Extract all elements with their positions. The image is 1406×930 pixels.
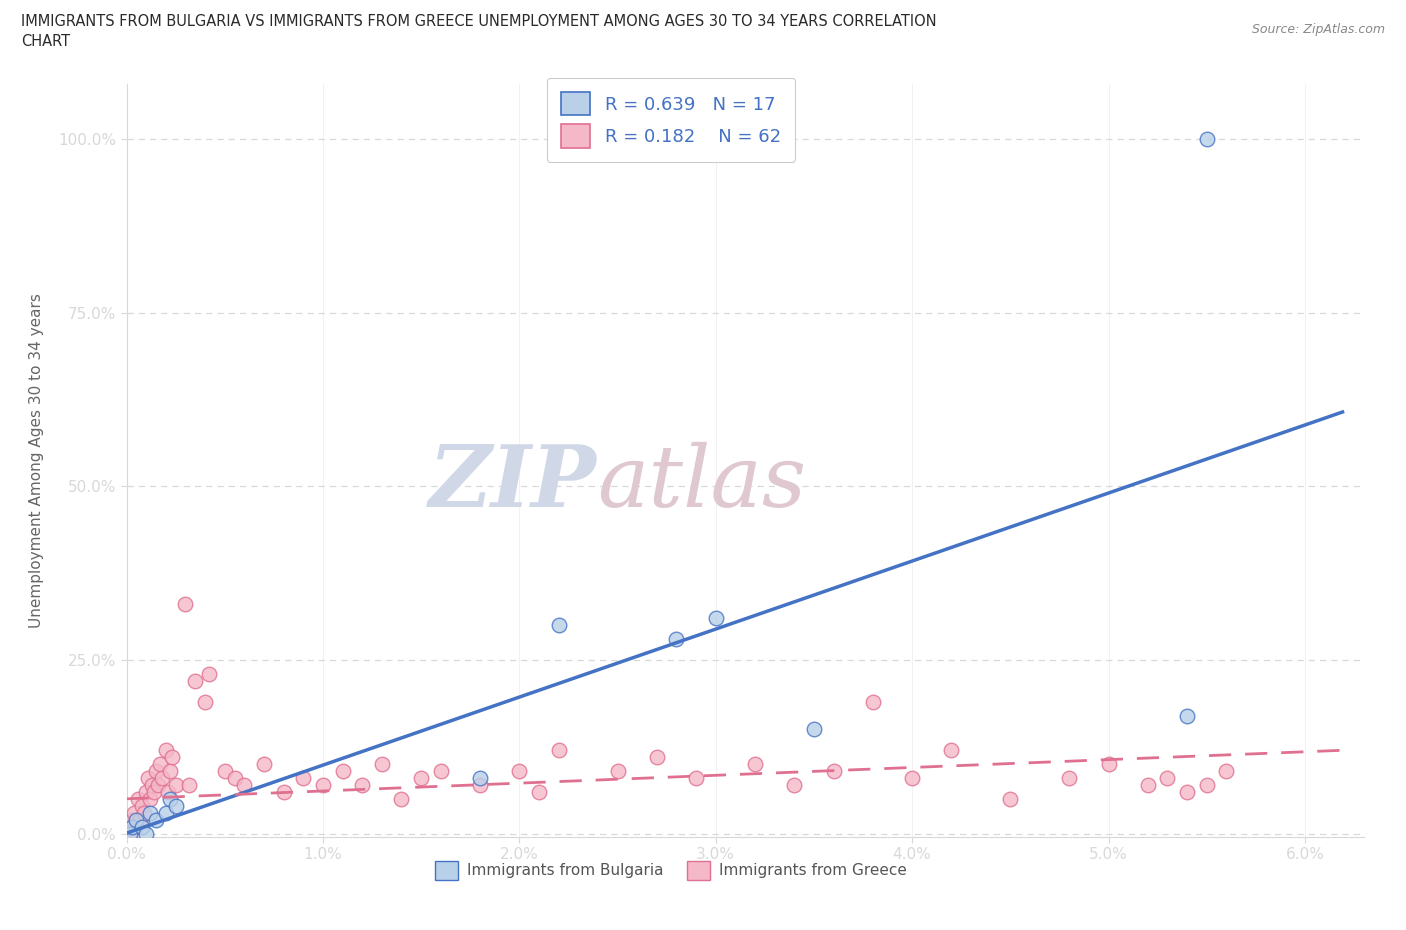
- Point: [129, 812, 152, 827]
- Point: [135, 826, 157, 841]
- Point: [139, 805, 162, 820]
- Point: [1195, 777, 1218, 792]
- Point: [862, 694, 884, 709]
- Point: [139, 791, 162, 806]
- Point: [145, 764, 167, 778]
- Point: [1175, 708, 1198, 723]
- Point: [1097, 757, 1119, 772]
- Point: [312, 777, 335, 792]
- Point: [120, 826, 142, 841]
- Point: [149, 757, 172, 772]
- Point: [125, 819, 148, 834]
- Point: [165, 798, 187, 813]
- Point: [547, 743, 569, 758]
- Point: [273, 784, 295, 799]
- Point: [198, 667, 221, 682]
- Point: [803, 722, 825, 737]
- Point: [165, 777, 187, 792]
- Point: [146, 777, 169, 792]
- Point: [941, 743, 963, 758]
- Point: [429, 764, 451, 778]
- Text: CHART: CHART: [21, 34, 70, 49]
- Point: [143, 784, 166, 799]
- Point: [371, 757, 394, 772]
- Point: [547, 618, 569, 632]
- Point: [1000, 791, 1022, 806]
- Point: [121, 819, 143, 834]
- Point: [159, 764, 181, 778]
- Point: [184, 673, 207, 688]
- Point: [508, 764, 530, 778]
- Point: [160, 750, 183, 764]
- Point: [744, 757, 766, 772]
- Point: [411, 771, 433, 786]
- Text: Source: ZipAtlas.com: Source: ZipAtlas.com: [1251, 23, 1385, 36]
- Point: [1057, 771, 1080, 786]
- Point: [159, 791, 181, 806]
- Text: atlas: atlas: [596, 442, 806, 525]
- Point: [606, 764, 628, 778]
- Point: [704, 611, 727, 626]
- Point: [468, 771, 491, 786]
- Point: [150, 771, 173, 786]
- Point: [174, 597, 197, 612]
- Point: [527, 784, 550, 799]
- Point: [136, 771, 159, 786]
- Point: [224, 771, 246, 786]
- Point: [155, 743, 177, 758]
- Point: [145, 812, 167, 827]
- Point: [332, 764, 354, 778]
- Text: IMMIGRANTS FROM BULGARIA VS IMMIGRANTS FROM GREECE UNEMPLOYMENT AMONG AGES 30 TO: IMMIGRANTS FROM BULGARIA VS IMMIGRANTS F…: [21, 14, 936, 29]
- Y-axis label: Unemployment Among Ages 30 to 34 years: Unemployment Among Ages 30 to 34 years: [30, 293, 44, 628]
- Point: [823, 764, 845, 778]
- Point: [141, 777, 163, 792]
- Point: [391, 791, 413, 806]
- Point: [135, 784, 157, 799]
- Point: [131, 819, 153, 834]
- Point: [468, 777, 491, 792]
- Text: ZIP: ZIP: [429, 441, 596, 525]
- Point: [131, 798, 153, 813]
- Point: [1215, 764, 1237, 778]
- Point: [1195, 132, 1218, 147]
- Point: [1175, 784, 1198, 799]
- Point: [292, 771, 315, 786]
- Point: [1156, 771, 1178, 786]
- Point: [134, 805, 156, 820]
- Point: [233, 777, 256, 792]
- Point: [120, 826, 142, 841]
- Point: [783, 777, 806, 792]
- Point: [665, 631, 688, 646]
- Legend: Immigrants from Bulgaria, Immigrants from Greece: Immigrants from Bulgaria, Immigrants fro…: [429, 855, 912, 886]
- Point: [127, 791, 149, 806]
- Point: [117, 819, 139, 834]
- Point: [1136, 777, 1159, 792]
- Point: [645, 750, 668, 764]
- Point: [124, 805, 146, 820]
- Point: [155, 805, 177, 820]
- Point: [901, 771, 924, 786]
- Point: [121, 812, 143, 827]
- Point: [179, 777, 201, 792]
- Point: [685, 771, 707, 786]
- Point: [194, 694, 217, 709]
- Point: [253, 757, 276, 772]
- Point: [125, 812, 148, 827]
- Point: [352, 777, 374, 792]
- Point: [214, 764, 236, 778]
- Point: [156, 784, 179, 799]
